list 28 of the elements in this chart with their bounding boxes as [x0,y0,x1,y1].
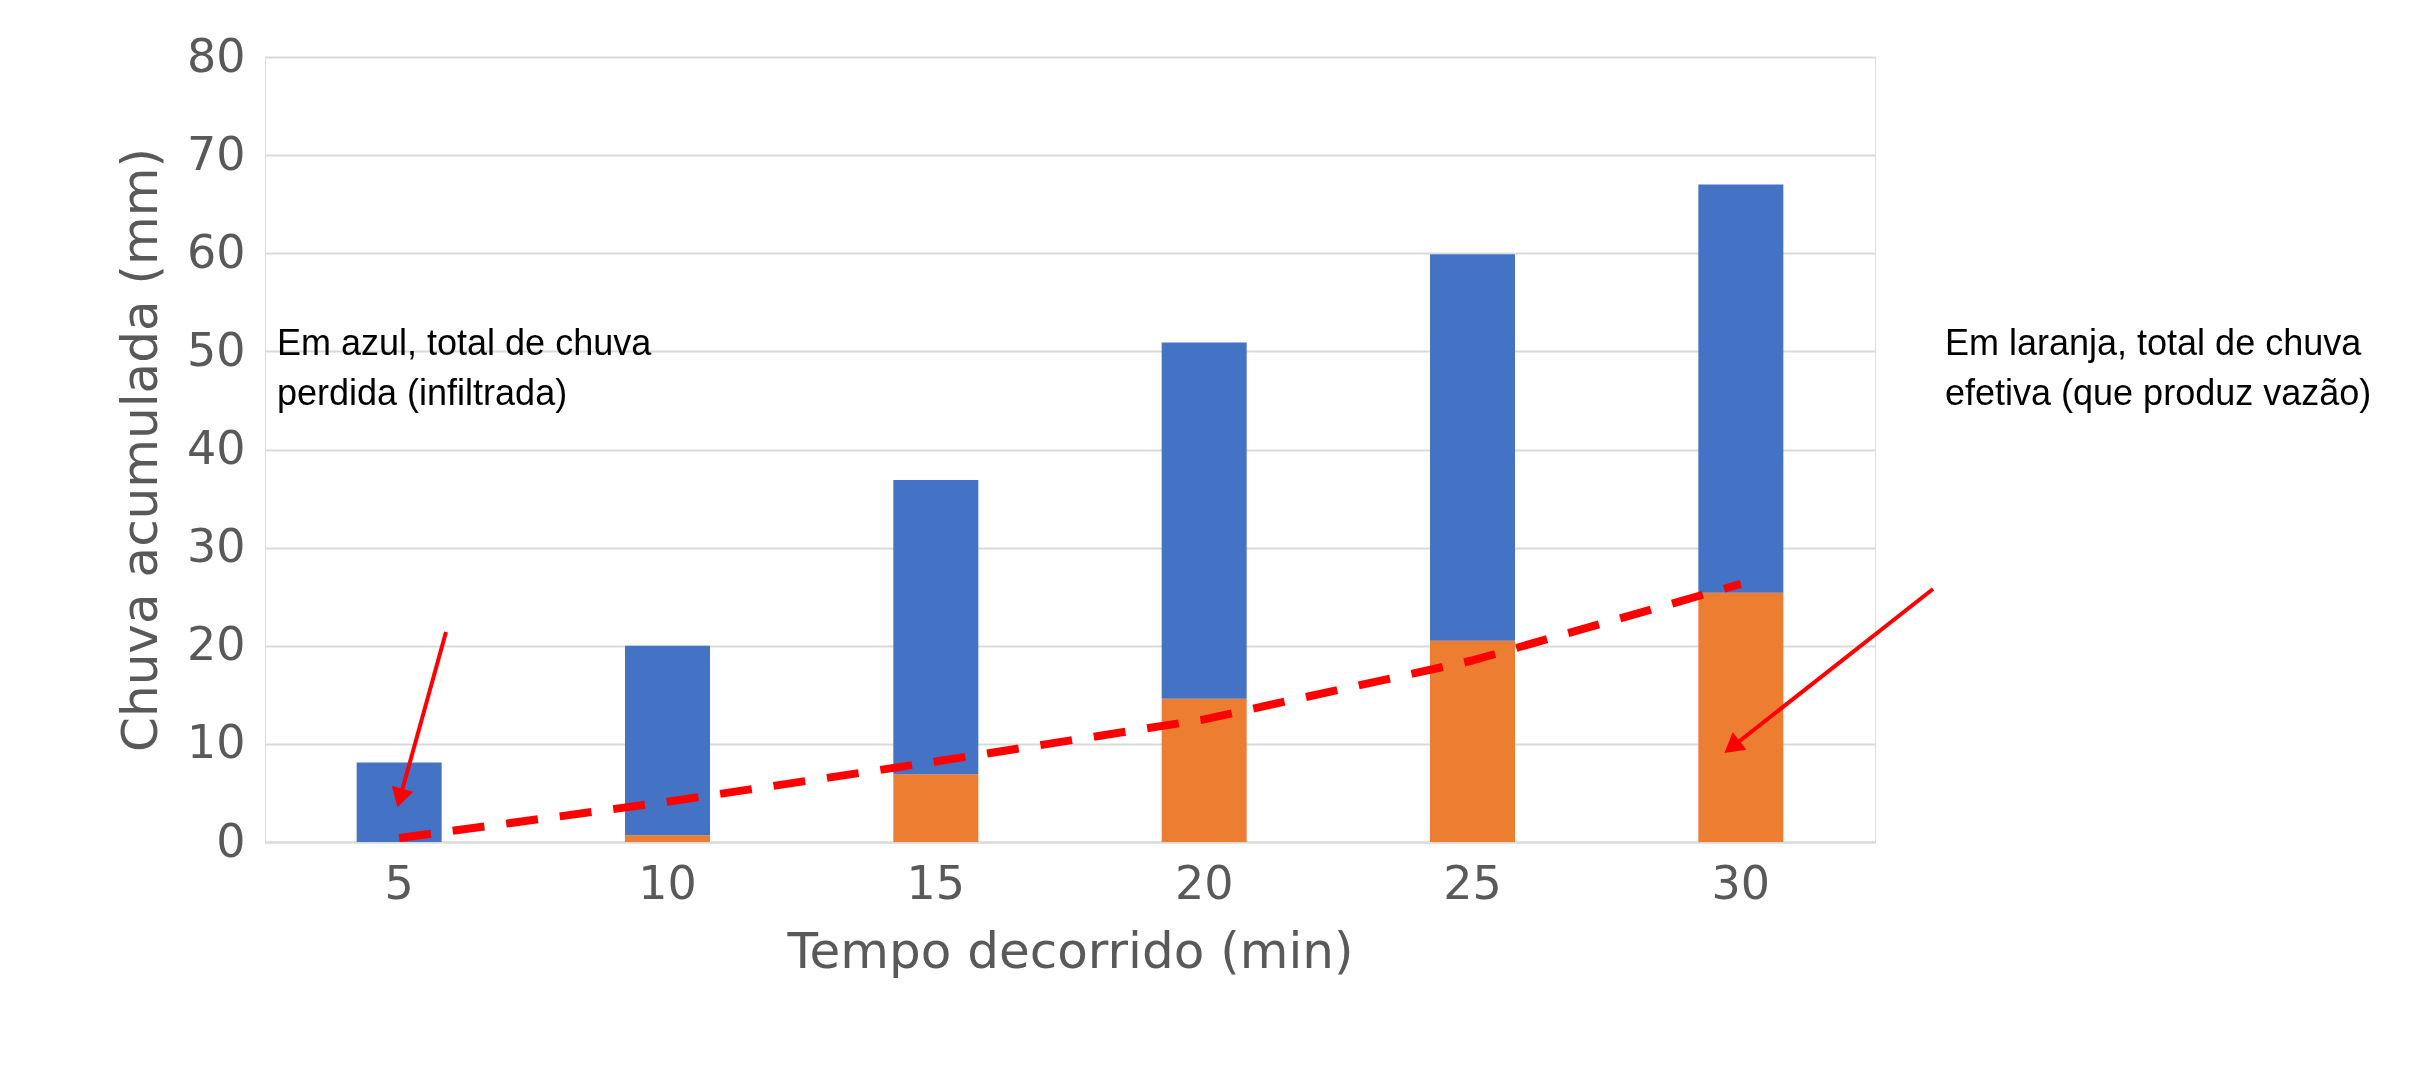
bar [893,479,979,775]
x-tick-label: 30 [1711,855,1771,910]
y-tick-label: 0 [216,813,246,868]
bar [1430,640,1515,842]
bar [625,645,710,836]
y-tick-label: 40 [186,421,246,475]
x-tick-label: 25 [1443,855,1502,910]
y-tick-label: 80 [186,28,246,83]
bar [625,835,710,842]
x-tick-label: 5 [384,855,414,910]
x-tick-label: 10 [638,855,697,910]
y-tick-label: 50 [186,322,246,377]
y-tick-label: 20 [186,617,246,672]
y-tick-label: 10 [186,715,246,770]
x-axis-title: Tempo decorrido (min) [786,921,1354,980]
y-tick-label: 60 [186,224,246,279]
bar [1430,254,1515,641]
x-tick-label: 15 [906,855,966,910]
bar [893,774,979,842]
text: Em laranja, total de chuva efetiva (que produz vazão) [1945,322,2372,413]
x-tick-label: 20 [1174,855,1234,910]
bar [356,762,442,842]
bar [1161,342,1247,699]
bar [1161,698,1247,842]
y-tick-label: 70 [186,126,246,181]
y-axis-title: Chuva acumulada (mm) [110,148,169,752]
annotation: Em azul, total de chuva perdida (infiltrada) [277,322,653,413]
y-tick-label: 30 [186,519,246,574]
